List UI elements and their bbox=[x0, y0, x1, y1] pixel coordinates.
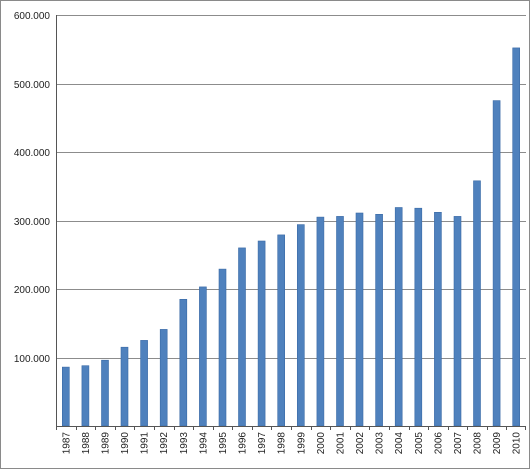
y-tick-label: 300.000 bbox=[14, 217, 51, 228]
x-tick-label: 2007 bbox=[453, 432, 464, 455]
x-axis-tick-labels: 1987 1988 1989 1990 1991 1992 1993 1994 1995 1996… bbox=[56, 426, 526, 455]
x-tick-label: 1999 bbox=[296, 432, 307, 455]
bar-1991 bbox=[140, 340, 148, 427]
x-tick-label: 1992 bbox=[159, 432, 170, 455]
bar-2002 bbox=[355, 212, 364, 427]
x-tick-label: 1994 bbox=[198, 432, 209, 455]
y-tick-label: 100.000 bbox=[14, 354, 51, 365]
y-tick-label: 200.000 bbox=[14, 285, 51, 296]
bar-2008 bbox=[473, 180, 481, 427]
x-tick-label: 1995 bbox=[218, 432, 229, 455]
bar-1995 bbox=[218, 268, 227, 427]
x-tick-label: 2006 bbox=[433, 432, 444, 455]
y-tick-label: 500.000 bbox=[14, 80, 51, 91]
x-tick-label: 2000 bbox=[316, 432, 327, 455]
y-tick-label: 400.000 bbox=[14, 148, 51, 159]
x-tick-label: 2008 bbox=[473, 432, 484, 455]
x-tick-label: 1990 bbox=[120, 432, 131, 455]
bar-1992 bbox=[159, 329, 168, 427]
x-tick-label: 1998 bbox=[277, 432, 288, 455]
x-tick-label: 1993 bbox=[179, 432, 190, 455]
bar-1987 bbox=[61, 366, 70, 427]
bar-2010 bbox=[512, 47, 521, 427]
y-tick-label: 600.000 bbox=[14, 11, 51, 22]
gridlines bbox=[56, 15, 526, 359]
y-axis-tick-labels: 100.000 200.000 300.000 400.000 500.000 600.0… bbox=[14, 11, 51, 365]
x-tick-label: 1988 bbox=[81, 432, 92, 455]
bar-2009 bbox=[492, 100, 501, 427]
x-tick-label: 1997 bbox=[257, 432, 268, 455]
bar-1993 bbox=[179, 298, 188, 427]
bar-1989 bbox=[101, 359, 109, 427]
bars bbox=[61, 47, 521, 427]
x-tick-label: 2004 bbox=[394, 432, 405, 455]
bar-1996 bbox=[238, 247, 246, 427]
bar-1998 bbox=[277, 234, 286, 427]
x-tick-label: 2009 bbox=[492, 432, 503, 455]
x-tick-label: 1989 bbox=[100, 432, 111, 455]
bar-1994 bbox=[199, 286, 207, 427]
x-tick-label: 2005 bbox=[414, 432, 425, 455]
x-tick-label: 1996 bbox=[238, 432, 249, 455]
bar-2006 bbox=[434, 212, 442, 427]
bar-2007 bbox=[453, 216, 462, 427]
bar-1988 bbox=[81, 365, 90, 427]
bar-2000 bbox=[316, 216, 325, 427]
bar-2005 bbox=[414, 207, 423, 427]
bar-1999 bbox=[296, 224, 305, 427]
bar-2001 bbox=[336, 216, 344, 427]
bar-2003 bbox=[375, 214, 383, 427]
bar-1997 bbox=[257, 240, 266, 427]
x-tick-label: 1987 bbox=[61, 432, 72, 455]
x-tick-label: 2003 bbox=[375, 432, 386, 455]
x-tick-label: 1991 bbox=[140, 432, 151, 455]
x-tick-label: 2002 bbox=[355, 432, 366, 455]
bar-1990 bbox=[120, 346, 129, 427]
x-tick-label: 2001 bbox=[335, 432, 346, 455]
x-tick-label: 2010 bbox=[512, 432, 523, 455]
bar-2004 bbox=[394, 207, 403, 427]
